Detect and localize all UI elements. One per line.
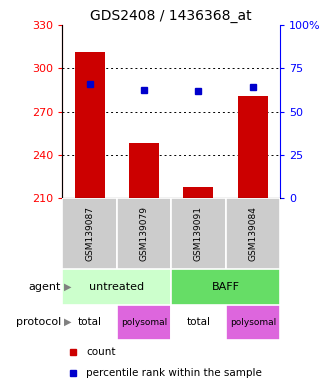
Text: GSM139087: GSM139087 (85, 206, 94, 261)
Text: agent: agent (28, 282, 61, 292)
Text: GSM139091: GSM139091 (194, 206, 203, 261)
Bar (129, 143, 159, 198)
Bar (171, 305, 226, 340)
Bar (226, 305, 280, 340)
Bar (183, 187, 213, 198)
Text: ▶: ▶ (64, 317, 71, 327)
Bar (171, 198, 226, 269)
Text: polysomal: polysomal (121, 318, 167, 327)
Bar (75, 52, 105, 198)
Title: GDS2408 / 1436368_at: GDS2408 / 1436368_at (90, 8, 252, 23)
Text: total: total (78, 317, 102, 327)
Text: GSM139079: GSM139079 (140, 206, 148, 261)
Text: percentile rank within the sample: percentile rank within the sample (86, 368, 262, 378)
Bar (117, 305, 171, 340)
Text: BAFF: BAFF (212, 282, 240, 292)
Bar (171, 269, 280, 305)
Bar (62, 305, 117, 340)
Bar (62, 269, 171, 305)
Bar (62, 198, 117, 269)
Bar (238, 96, 268, 198)
Text: polysomal: polysomal (230, 318, 276, 327)
Bar (117, 198, 171, 269)
Text: GSM139084: GSM139084 (248, 206, 257, 261)
Text: ▶: ▶ (64, 282, 71, 292)
Bar (226, 198, 280, 269)
Text: untreated: untreated (89, 282, 144, 292)
Text: protocol: protocol (16, 317, 61, 327)
Text: total: total (186, 317, 211, 327)
Text: count: count (86, 347, 116, 357)
